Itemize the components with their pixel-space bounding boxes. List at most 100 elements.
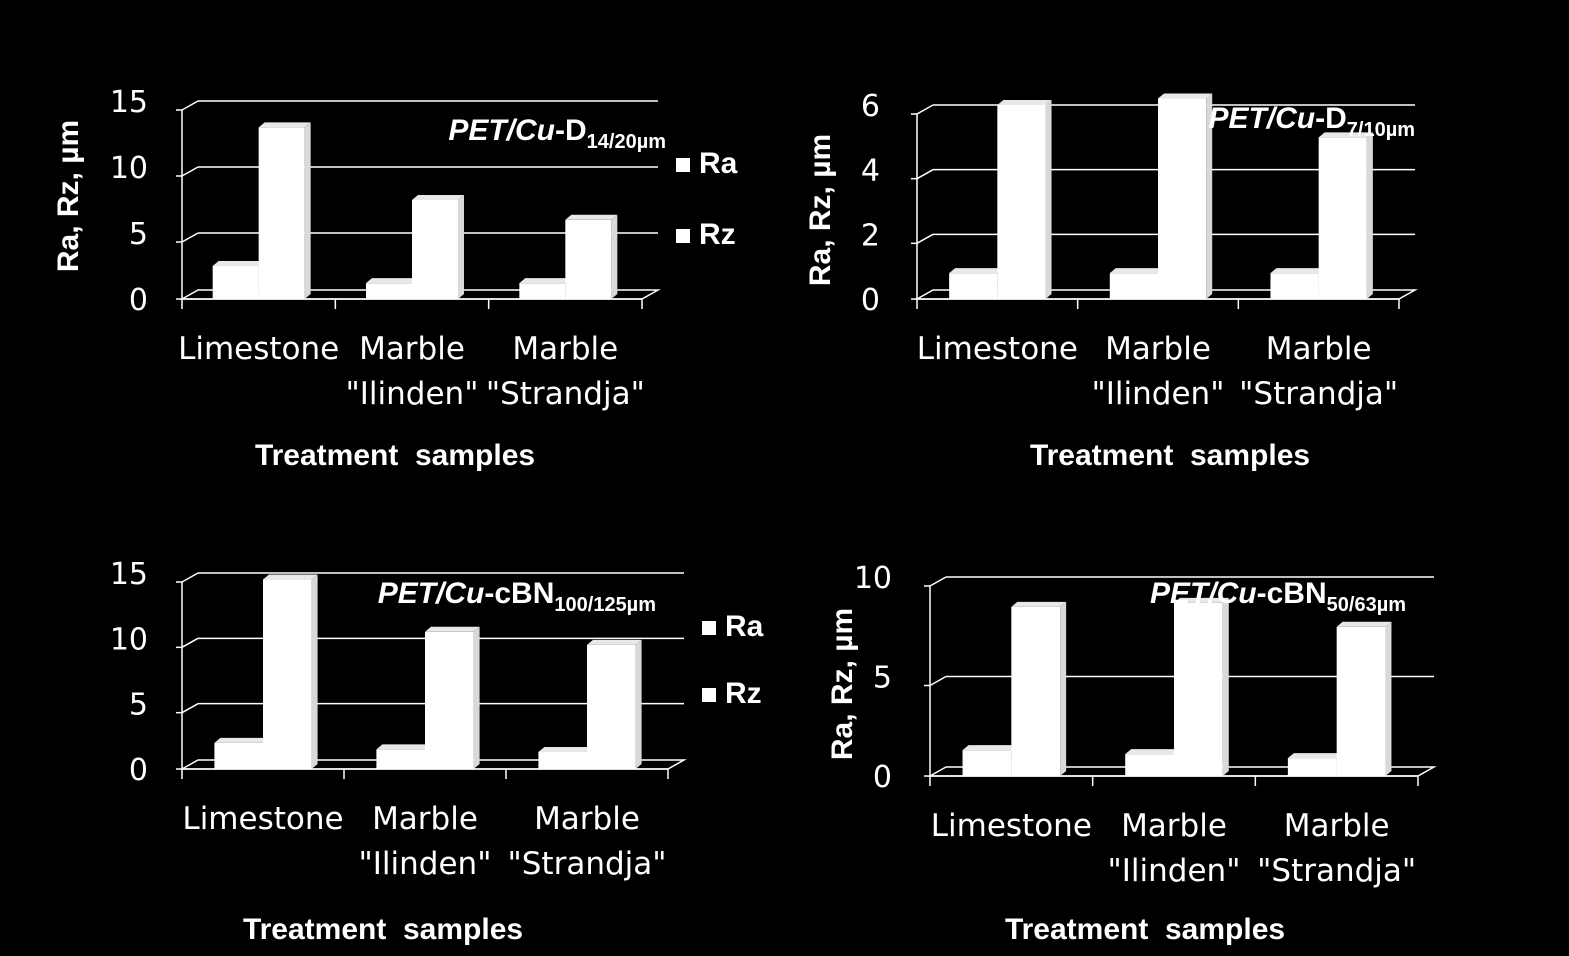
bar-top-ra — [519, 278, 572, 284]
y-tick-label: 0 — [129, 283, 148, 318]
legend-swatch-ra — [702, 621, 716, 635]
bar-top-rz — [565, 214, 618, 220]
bar-top-ra — [376, 744, 431, 750]
bar-side-rz — [304, 122, 311, 300]
x-tick-label: Marble — [1266, 331, 1372, 367]
bar-ra — [1109, 273, 1158, 299]
bar-top-rz — [258, 122, 311, 128]
bar-rz — [1336, 626, 1386, 776]
chart-panel-2: 0 2 4 6 Limestone Marble "Ilinden" Marble "Stran… — [804, 89, 1418, 472]
gridline-diagonal — [181, 703, 199, 714]
bar-ra — [366, 283, 412, 299]
x-tick-label: Marble — [512, 331, 618, 367]
y-tick-label: 0 — [861, 283, 880, 318]
y-tick-label: 0 — [129, 753, 148, 788]
legend-label-ra: Ra — [725, 610, 764, 643]
bar-top-rz — [1336, 621, 1392, 627]
y-tick-label: 0 — [873, 760, 892, 795]
bar-side-rz — [611, 214, 618, 299]
gridline-diagonal — [929, 675, 947, 687]
legend-label-rz: Rz — [725, 677, 762, 710]
bar-side-rz — [1045, 100, 1052, 299]
bar-top-rz — [1318, 132, 1373, 138]
bar-side-rz — [1366, 132, 1373, 299]
gridline-diagonal — [181, 637, 199, 648]
chart-title: PET/Cu-D14/20µm — [448, 114, 666, 153]
y-tick-label: 5 — [129, 217, 148, 252]
y-tick-label: 5 — [129, 688, 148, 723]
bar-ra — [212, 266, 259, 299]
y-tick-label: 10 — [854, 561, 892, 596]
chart-panel-1: 0 5 10 15 Limestone Marble "Ilinden" Marble "Str… — [52, 85, 738, 472]
y-axis-label: Ra, Rz, µm — [826, 608, 859, 760]
bar-side-rz — [635, 639, 642, 769]
y-tick-label: 15 — [110, 557, 148, 592]
bar-top-ra — [214, 737, 269, 743]
bar-ra — [962, 750, 1012, 776]
x-tick-label: Marble — [534, 801, 640, 837]
bar-top-ra — [949, 268, 1004, 274]
bar-rz — [1158, 98, 1207, 300]
y-tick-label: 2 — [861, 218, 880, 253]
x-tick-label: Limestone — [931, 808, 1092, 844]
gridline-diagonal — [929, 576, 947, 587]
chart-title: PET/Cu-D7/10µm — [1208, 102, 1415, 141]
x-tick-label: "Ilinden" — [1092, 376, 1225, 412]
bar-top-ra — [1109, 268, 1164, 274]
gridline-diagonal — [181, 100, 199, 111]
bar-ra — [1287, 758, 1337, 776]
bar-top-rz — [412, 195, 464, 200]
bar-side-rz — [458, 195, 464, 299]
y-axis-label: Ra, Rz, µm — [804, 134, 837, 286]
bar-rz — [565, 219, 612, 299]
bar-ra — [214, 742, 263, 769]
bar-top-ra — [1287, 753, 1343, 759]
x-tick-label: "Ilinden" — [1108, 853, 1241, 889]
bar-side-rz — [1222, 597, 1229, 776]
bar-side-rz — [1206, 93, 1213, 300]
gridline-diagonal — [916, 169, 934, 180]
y-tick-label: 6 — [861, 89, 880, 124]
chart-title: PET/Cu-cBN100/125µm — [378, 577, 656, 616]
bar-top-rz — [587, 639, 642, 645]
x-tick-label: "Ilinden" — [346, 376, 479, 412]
bar-top-rz — [263, 574, 318, 580]
y-tick-label: 4 — [861, 154, 880, 189]
bar-top-rz — [1158, 93, 1213, 99]
chart-panel-4: 0 5 10 Limestone Marble "Ilinden" Marble "Stran… — [826, 561, 1437, 946]
bar-top-rz — [1011, 601, 1067, 607]
x-tick-label: Marble — [1121, 808, 1227, 844]
x-axis-label: Treatment samples — [1030, 439, 1310, 472]
x-axis-label: Treatment samples — [243, 913, 523, 946]
x-axis-label: Treatment samples — [1005, 913, 1285, 946]
y-tick-label: 10 — [110, 151, 148, 186]
legend-swatch-rz — [702, 688, 716, 702]
y-tick-label: 5 — [873, 661, 892, 696]
bar-rz — [997, 105, 1046, 299]
x-tick-label: "Strandja" — [486, 376, 645, 412]
gridline-diagonal — [181, 166, 199, 177]
bar-ra — [1125, 754, 1174, 776]
legend-swatch-ra — [676, 158, 690, 172]
bar-top-rz — [425, 626, 480, 632]
bar-rz — [263, 579, 312, 769]
x-tick-label: "Ilinden" — [359, 846, 492, 882]
x-tick-label: "Strandja" — [1257, 853, 1416, 889]
bar-rz — [1318, 137, 1367, 299]
bar-rz — [1011, 606, 1061, 776]
bar-top-ra — [962, 745, 1018, 751]
gridline-diagonal — [916, 104, 934, 115]
chart-title: PET/Cu-cBN50/63µm — [1150, 577, 1406, 616]
bar-ra — [949, 273, 998, 299]
bar-rz — [425, 631, 474, 769]
y-tick-label: 15 — [110, 85, 148, 120]
x-tick-label: Marble — [1105, 331, 1211, 367]
bar-rz — [412, 200, 458, 299]
bar-top-rz — [1174, 597, 1229, 603]
legend-label-ra: Ra — [699, 147, 738, 180]
y-axis-label: Ra, Rz, µm — [52, 120, 85, 272]
bar-ra — [538, 752, 587, 769]
legend-label-rz: Rz — [699, 218, 736, 251]
chart-panel-3: 0 5 10 15 Limestone Marble "Ilinden" Marble "Str… — [110, 557, 764, 946]
bar-ra — [519, 283, 566, 299]
